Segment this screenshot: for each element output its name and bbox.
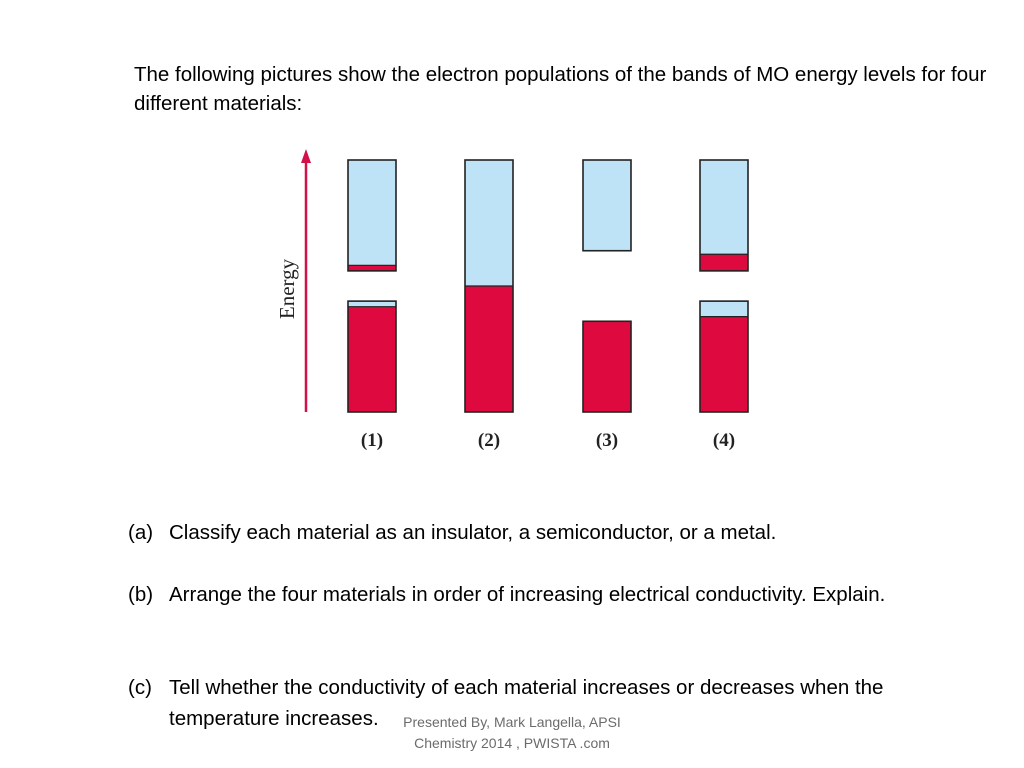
- band-empty: [348, 160, 396, 271]
- band-filled: [583, 321, 631, 412]
- question-a-text: Classify each material as an insulator, …: [169, 521, 777, 544]
- energy-axis-label: Energy: [275, 258, 299, 319]
- question-b-text: Arrange the four materials in order of i…: [169, 583, 886, 606]
- band-filled: [700, 316, 748, 412]
- band-outline: [464, 159, 514, 413]
- footer-credit: Presented By, Mark Langella, APSI Chemis…: [403, 714, 621, 751]
- band-filled: [348, 306, 396, 412]
- intro-text: The following pictures show the electron…: [134, 63, 987, 115]
- question-b-tag: (b): [128, 583, 154, 606]
- question-a-tag: (a): [128, 521, 154, 544]
- band-filled: [700, 254, 748, 271]
- material-1: (1): [347, 159, 397, 451]
- material-label: (4): [713, 430, 735, 451]
- band-empty: [700, 160, 748, 271]
- band-outline: [582, 159, 632, 252]
- band-empty: [583, 160, 631, 251]
- band-outline: [582, 320, 632, 413]
- band-filled: [465, 286, 513, 412]
- band-outline: [347, 300, 397, 413]
- material-label: (3): [596, 430, 618, 451]
- material-3: (3): [582, 159, 632, 451]
- question-c-tag: (c): [128, 676, 152, 699]
- band-outline: [699, 300, 749, 413]
- material-label: (1): [361, 430, 383, 451]
- material-2: (2): [464, 159, 514, 451]
- material-4: (4): [699, 159, 749, 451]
- band-outline: [699, 159, 749, 272]
- material-label: (2): [478, 430, 500, 451]
- band-outline: [347, 159, 397, 272]
- band-filled: [348, 265, 396, 271]
- question-c-text: Tell whether the conductivity of each ma…: [169, 676, 884, 730]
